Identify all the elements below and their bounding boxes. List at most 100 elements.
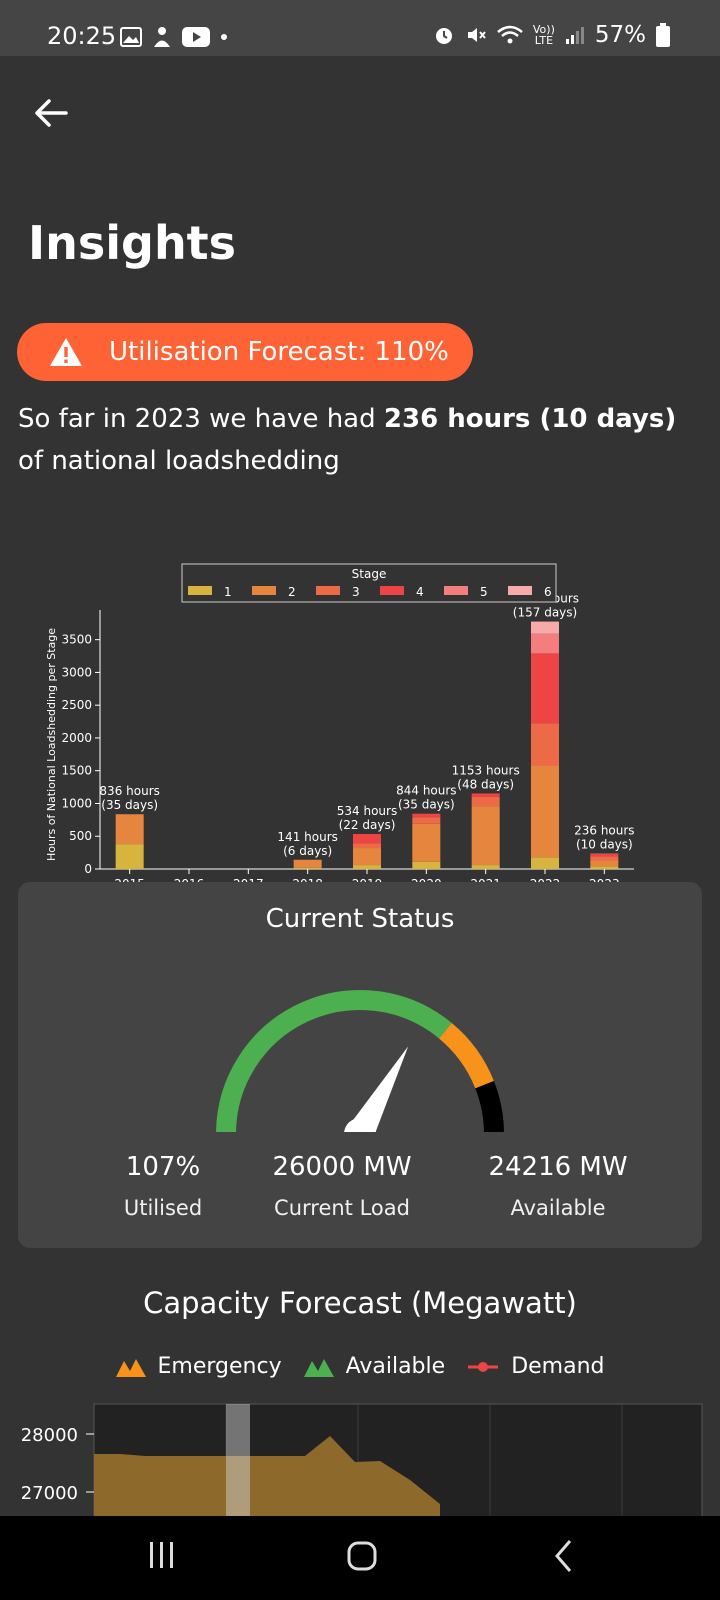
y-tick-label: 28000: [21, 1425, 78, 1446]
stat-label: Available: [510, 1196, 606, 1220]
legend-swatch-stage-2: [252, 586, 276, 595]
bar-segment-stage-2: [412, 823, 441, 862]
dot-icon: [221, 34, 227, 40]
capacity-forecast-title: Capacity Forecast (Megawatt): [143, 1286, 577, 1320]
alert-text: Utilisation Forecast: 110%: [109, 337, 449, 367]
legend-emergency[interactable]: Emergency: [115, 1354, 282, 1379]
bar-total-label: 1153 hours: [452, 763, 520, 777]
bar-total-label: 141 hours: [277, 830, 337, 844]
legend-swatch-stage-6: [508, 586, 532, 595]
gauge-needle-hub: [344, 1118, 376, 1132]
back-arrow-icon[interactable]: [34, 98, 68, 128]
card-title: Current Status: [265, 904, 455, 934]
bar-days-label: (157 days): [513, 606, 577, 620]
legend-swatch-stage-5: [444, 586, 468, 595]
legend-swatch-stage-1: [188, 586, 212, 595]
bar-segment-stage-1: [293, 867, 322, 869]
youtube-icon: [182, 27, 210, 47]
available-mountain-icon: [303, 1358, 334, 1377]
bar-days-label: (10 days): [576, 838, 633, 852]
status-bar: 20:25 Vo)) LTE 57%: [0, 0, 720, 56]
legend-label: Demand: [511, 1354, 605, 1379]
back-icon[interactable]: [552, 1536, 576, 1576]
y-tick-label: 1000: [61, 796, 92, 810]
person-icon: [154, 27, 170, 47]
signal-icon: [565, 27, 584, 44]
bar-segment-stage-4: [590, 853, 619, 857]
stat-value: 107%: [125, 1152, 201, 1182]
y-tick-label: 1500: [61, 764, 92, 778]
page-title: Insights: [28, 216, 237, 270]
y-tick-label: 3500: [61, 633, 92, 647]
bar-segment-stage-1: [590, 866, 619, 869]
y-tick-label: 2500: [61, 698, 92, 712]
system-navbar: [0, 1516, 720, 1600]
bar-days-label: (48 days): [457, 777, 514, 791]
stat-value: 26000 MW: [272, 1152, 412, 1182]
bar-segment-stage-1: [353, 865, 381, 869]
bar-segment-stage-2: [353, 848, 381, 866]
stat-current-load: 26000 MW Current Load: [250, 1152, 434, 1220]
bar-segment-stage-2: [531, 765, 559, 858]
stat-label: Current Load: [274, 1196, 410, 1220]
insights-screen: Insights Utilisation Forecast: 110% So f…: [0, 56, 720, 1576]
bar-segment-stage-2: [115, 814, 144, 845]
alarm-icon: [435, 28, 452, 44]
battery-percent: 57%: [594, 22, 646, 48]
emergency-mountain-icon: [115, 1358, 146, 1377]
legend-label: 6: [544, 585, 552, 599]
bar-segment-stage-1: [412, 861, 441, 869]
bar-days-label: (6 days): [283, 844, 332, 858]
wifi-icon: [497, 25, 523, 44]
y-tick-label: 2000: [61, 731, 92, 745]
status-time: 20:25: [47, 22, 117, 50]
bar-segment-stage-1: [471, 865, 500, 869]
bar-segment-stage-2: [293, 859, 322, 868]
summary-hours: 236 hours (10 days): [383, 404, 677, 434]
volte-label: Vo)) LTE: [532, 23, 555, 47]
bar-days-label: (35 days): [398, 798, 455, 812]
bar-total-label: 844 hours: [396, 784, 456, 798]
bar-days-label: (22 days): [339, 818, 396, 832]
bar-days-label: (35 days): [101, 798, 158, 812]
legend-label: Emergency: [157, 1354, 282, 1379]
recents-icon[interactable]: [147, 1536, 177, 1576]
legend-demand[interactable]: Demand: [467, 1354, 604, 1379]
bar-total-label: 534 hours: [337, 804, 397, 818]
legend-available[interactable]: Available: [303, 1354, 446, 1379]
gauge-normal-arc: [216, 990, 452, 1132]
bar-segment-stage-1: [115, 844, 144, 869]
legend-swatch-stage-3: [316, 586, 340, 595]
loadshedding-summary: So far in 2023 we have had 236 hours (10…: [18, 398, 708, 482]
legend-label: 4: [416, 585, 424, 599]
capacity-legend: Emergency Available Demand: [0, 1354, 720, 1379]
bar-segment-stage-4: [412, 813, 441, 818]
y-axis-label: Hours of National Loadshedding per Stage: [45, 628, 58, 861]
bar-segment-stage-1: [531, 857, 559, 869]
demand-line-dot-icon: [468, 1361, 499, 1372]
bar-segment-stage-4: [353, 834, 381, 844]
stat-utilised: 107% Utilised: [93, 1152, 233, 1220]
bar-total-label: 236 hours: [574, 824, 634, 838]
legend-swatch-stage-4: [380, 586, 404, 595]
bar-segment-stage-2: [471, 806, 500, 866]
home-icon[interactable]: [346, 1536, 380, 1576]
bar-segment-stage-3: [353, 843, 381, 849]
bar-segment-stage-3: [590, 856, 619, 861]
bar-segment-stage-3: [412, 817, 441, 824]
legend-label: 3: [352, 585, 360, 599]
bar-segment-stage-6: [531, 621, 559, 634]
bar-segment-stage-2: [590, 860, 619, 867]
gauge-warning-arc: [438, 1023, 494, 1089]
legend-title: Stage: [352, 567, 387, 581]
bar-segment-stage-5: [531, 633, 559, 654]
current-status-card: Current Status 107% Utilised 26000 MW Cu…: [18, 882, 702, 1248]
bar-segment-stage-4: [471, 793, 500, 797]
gallery-icon: [120, 27, 142, 47]
gauge-needle: [347, 1046, 409, 1132]
loadshedding-bar-chart: 0500100015002000250030003500201520162017…: [45, 563, 687, 906]
bar-segment-stage-3: [531, 723, 559, 766]
stat-value: 24216 MW: [488, 1152, 628, 1182]
utilisation-gauge: [216, 990, 504, 1132]
legend-label: Available: [345, 1354, 446, 1379]
